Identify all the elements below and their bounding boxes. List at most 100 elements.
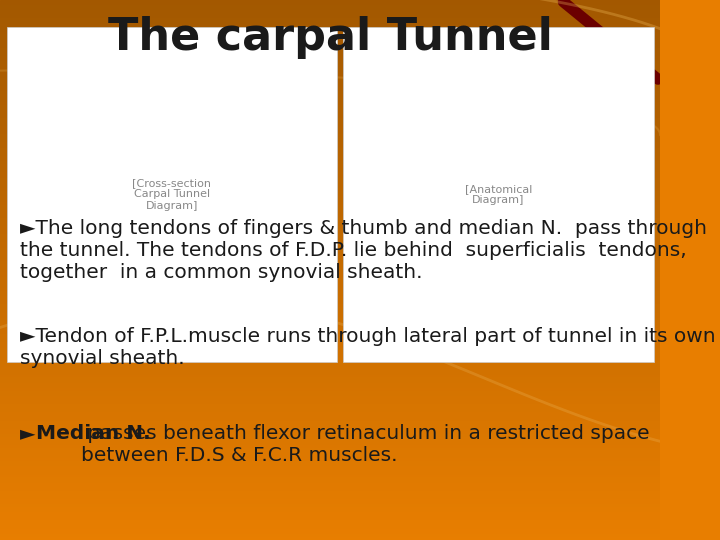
Text: passes beneath flexor retinaculum in a restricted space between F.D.S & F.C.R mu: passes beneath flexor retinaculum in a r… — [81, 424, 649, 465]
Bar — [0, 481, 660, 483]
Bar — [0, 216, 660, 219]
Bar — [0, 381, 660, 383]
Bar — [0, 413, 660, 416]
Bar — [0, 256, 660, 259]
Bar — [0, 205, 660, 208]
FancyArrowPatch shape — [563, 2, 658, 79]
Bar — [0, 273, 660, 275]
Bar — [0, 424, 660, 427]
Bar — [0, 332, 660, 335]
Bar — [0, 508, 660, 510]
Bar — [0, 165, 660, 167]
Bar — [0, 202, 660, 205]
Bar — [0, 340, 660, 343]
Bar — [0, 14, 660, 16]
Bar — [0, 200, 660, 202]
Bar — [0, 259, 660, 262]
Bar — [0, 535, 660, 537]
Bar — [0, 221, 660, 224]
Bar — [0, 122, 660, 124]
Bar — [0, 192, 660, 194]
Bar — [0, 46, 660, 49]
Text: Median N.: Median N. — [36, 424, 151, 443]
Bar — [0, 478, 660, 481]
Bar — [0, 327, 660, 329]
Bar — [0, 124, 660, 127]
Bar — [0, 319, 660, 321]
Bar — [0, 254, 660, 256]
Bar — [0, 286, 660, 289]
Bar — [0, 378, 660, 381]
Bar — [0, 154, 660, 157]
Bar — [0, 294, 660, 297]
Bar — [0, 292, 660, 294]
Bar — [0, 262, 660, 265]
Bar — [0, 429, 660, 432]
Bar — [0, 251, 660, 254]
Bar — [0, 375, 660, 378]
Bar — [0, 265, 660, 267]
Bar — [0, 470, 660, 472]
Text: ►Tendon of F.P.L.muscle runs through lateral part of tunnel in its own synovial : ►Tendon of F.P.L.muscle runs through lat… — [20, 327, 716, 368]
FancyBboxPatch shape — [343, 27, 654, 362]
Bar — [0, 213, 660, 216]
Bar — [0, 167, 660, 170]
FancyBboxPatch shape — [6, 27, 337, 362]
Bar — [0, 386, 660, 389]
Bar — [0, 305, 660, 308]
Bar — [0, 356, 660, 359]
Bar — [0, 472, 660, 475]
Bar — [0, 443, 660, 445]
Bar — [0, 157, 660, 159]
Bar — [0, 486, 660, 489]
Bar — [0, 11, 660, 14]
Bar — [0, 383, 660, 386]
Bar — [0, 300, 660, 302]
Text: [Anatomical
Diagram]: [Anatomical Diagram] — [464, 184, 532, 205]
Bar — [0, 132, 660, 135]
Bar — [0, 335, 660, 338]
Bar — [0, 51, 660, 54]
Bar — [0, 170, 660, 173]
Bar — [0, 402, 660, 405]
Bar — [0, 197, 660, 200]
Bar — [0, 494, 660, 497]
Bar — [0, 392, 660, 394]
Bar — [0, 57, 660, 59]
Bar — [0, 19, 660, 22]
Bar — [0, 362, 660, 364]
Bar — [0, 211, 660, 213]
Bar — [0, 321, 660, 324]
Bar — [0, 446, 660, 448]
Bar — [0, 467, 660, 470]
Bar — [0, 394, 660, 397]
Bar — [0, 421, 660, 424]
Bar — [0, 518, 660, 521]
Bar — [0, 219, 660, 221]
Bar — [0, 208, 660, 211]
Bar — [0, 354, 660, 356]
Bar — [0, 367, 660, 370]
Bar — [0, 248, 660, 251]
Bar — [0, 462, 660, 464]
Bar — [0, 497, 660, 500]
Bar — [0, 348, 660, 351]
Bar — [0, 159, 660, 162]
Bar — [0, 108, 660, 111]
Bar — [0, 308, 660, 310]
Bar — [0, 32, 660, 35]
Bar — [0, 351, 660, 354]
Bar — [0, 400, 660, 402]
Bar — [0, 184, 660, 186]
Bar — [0, 270, 660, 273]
Bar — [0, 529, 660, 532]
Text: ►: ► — [20, 424, 35, 443]
Bar — [0, 537, 660, 540]
Bar — [0, 173, 660, 176]
Bar — [0, 346, 660, 348]
Bar — [0, 313, 660, 316]
Bar — [0, 232, 660, 235]
Bar — [0, 162, 660, 165]
Bar — [0, 116, 660, 119]
Bar — [0, 151, 660, 154]
